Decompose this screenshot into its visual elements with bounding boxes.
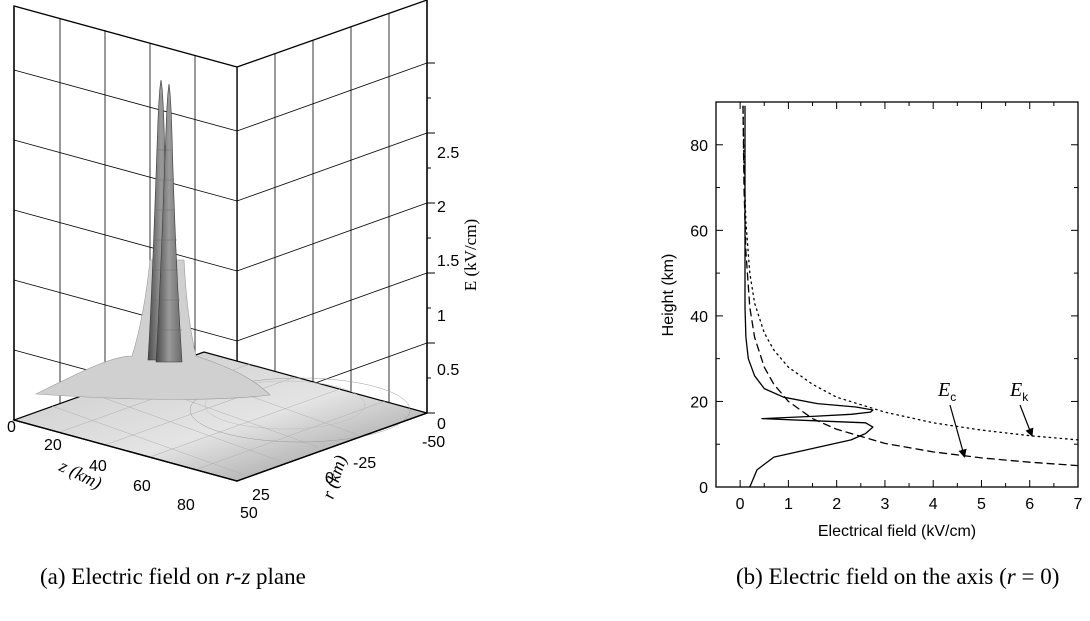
e-tick-0.5: 0.5 bbox=[437, 362, 459, 379]
x-tick-label: 4 bbox=[929, 496, 938, 513]
x-tick-labels: 0 1 2 3 4 5 6 7 bbox=[736, 496, 1083, 513]
e-axis-label: E (kV/cm) bbox=[461, 219, 480, 291]
series-line-dashed bbox=[742, 105, 1079, 467]
caption-a-var: r-z bbox=[225, 564, 251, 589]
annotation-ek-arrow bbox=[1019, 404, 1034, 437]
y-tick-label: 60 bbox=[690, 223, 708, 240]
z-tick-60: 60 bbox=[133, 478, 151, 495]
annotation-ek-sub: k bbox=[1022, 390, 1029, 404]
line-plot-panel: 0 1 2 3 4 5 6 7 0 20 40 60 80 Electrical field (kV/… bbox=[660, 101, 1083, 540]
caption-b-var: r bbox=[1006, 564, 1016, 589]
surface-peak-2 bbox=[155, 83, 183, 363]
x-tick-label: 3 bbox=[880, 496, 889, 513]
r-tick-0: 0 bbox=[325, 470, 334, 487]
r-tick--25: -25 bbox=[353, 455, 376, 472]
x-tick-label: 7 bbox=[1074, 496, 1083, 513]
caption-b: (b) Electric field on the axis (r = 0) bbox=[736, 564, 1059, 590]
x-tick-label: 5 bbox=[977, 496, 986, 513]
z-tick-80: 80 bbox=[177, 497, 195, 514]
axis-box-front bbox=[13, 0, 428, 482]
y-tick-label: 0 bbox=[699, 480, 708, 497]
caption-a: (a) Electric field on r-z plane bbox=[40, 564, 306, 590]
floor-mesh bbox=[51, 363, 411, 475]
annotation-ek: Ek bbox=[1009, 379, 1034, 437]
surface-plot-panel: 0 0.5 1 1.5 2 2.5 E (kV/cm) 0 20 40 60 8… bbox=[7, 0, 480, 522]
r-tick-50: 50 bbox=[240, 505, 258, 522]
caption-a-prefix: (a) Electric field on bbox=[40, 564, 226, 589]
z-tick-40: 40 bbox=[89, 458, 107, 475]
e-tick-2.5: 2.5 bbox=[437, 145, 459, 162]
e-tick-2: 2 bbox=[437, 199, 446, 216]
annotation-ek-main: E bbox=[1009, 379, 1022, 401]
x-tick-label: 2 bbox=[832, 496, 841, 513]
y-tick-label: 80 bbox=[690, 138, 708, 155]
series-line-dotted bbox=[742, 105, 1079, 441]
r-axis-label: r (km) bbox=[318, 453, 352, 502]
x-tick-label: 0 bbox=[736, 496, 745, 513]
svg-text:Ek: Ek bbox=[1009, 379, 1029, 404]
caption-b-suffix: = 0) bbox=[1015, 564, 1060, 589]
e-tick-1.5: 1.5 bbox=[437, 253, 459, 270]
y-tick-labels: 0 20 40 60 80 bbox=[690, 138, 708, 497]
r-tick-25: 25 bbox=[252, 487, 270, 504]
series-line-solid bbox=[744, 105, 874, 488]
x-tick-label: 6 bbox=[1025, 496, 1034, 513]
plot-frame bbox=[715, 101, 1079, 488]
annotation-ec-sub: c bbox=[950, 390, 956, 404]
annotation-ec: Ec bbox=[937, 379, 967, 458]
x-tick-label: 1 bbox=[784, 496, 793, 513]
y-axis-label: Height (km) bbox=[660, 254, 677, 337]
surface-contour-bands bbox=[150, 149, 182, 331]
y-tick-label: 40 bbox=[690, 309, 708, 326]
r-tick--50: -50 bbox=[422, 434, 445, 451]
e-tick-0: 0 bbox=[437, 416, 446, 433]
caption-b-prefix: (b) Electric field on the axis ( bbox=[736, 564, 1007, 589]
e-tick-1: 1 bbox=[437, 308, 446, 325]
e-axis: 0 0.5 1 1.5 2 2.5 E (kV/cm) bbox=[427, 62, 480, 433]
y-tick-label: 20 bbox=[690, 394, 708, 411]
z-tick-0: 0 bbox=[7, 419, 16, 436]
series-group bbox=[742, 105, 1079, 488]
caption-a-suffix: plane bbox=[250, 564, 306, 589]
svg-text:Ec: Ec bbox=[937, 379, 956, 404]
z-tick-20: 20 bbox=[44, 437, 62, 454]
annotation-ec-main: E bbox=[937, 379, 950, 401]
x-axis-label: Electrical field (kV/cm) bbox=[818, 523, 976, 540]
annotation-ec-arrow bbox=[949, 404, 967, 458]
tick-marks bbox=[715, 101, 1079, 488]
